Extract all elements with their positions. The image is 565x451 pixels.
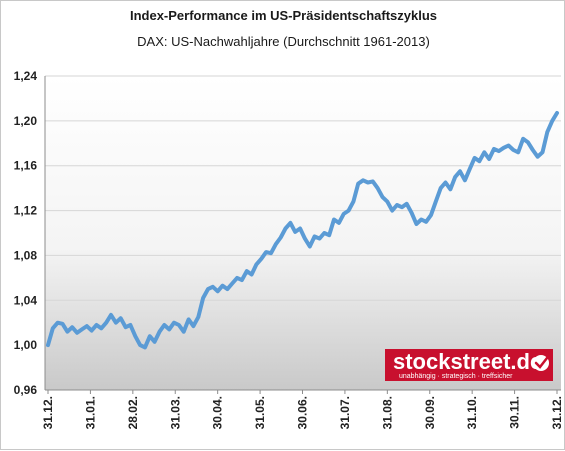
y-tick-label: 1,04 <box>14 293 38 307</box>
x-tick-label: 30.11. <box>508 396 522 429</box>
watermark-name: stockstreet.de <box>393 349 542 374</box>
x-tick-label: 31.12. <box>41 396 55 429</box>
x-tick-label: 30.09. <box>423 396 437 429</box>
y-tick-label: 1,16 <box>14 159 38 173</box>
y-tick-label: 1,24 <box>14 69 38 83</box>
x-tick-label: 31.08. <box>380 396 394 429</box>
watermark-box <box>385 349 553 381</box>
watermark-logo: stockstreet.de unabhängig · strategisch … <box>385 349 553 381</box>
x-tick-label: 30.06. <box>296 396 310 429</box>
x-tick-label: 31.12. <box>550 396 564 429</box>
y-tick-label: 1,00 <box>14 338 38 352</box>
x-tick-label: 30.04. <box>211 396 225 429</box>
x-tick-label: 28.02. <box>126 396 140 429</box>
series-line-1 <box>46 111 559 350</box>
chart-title: Index-Performance im US-Präsidentschafts… <box>129 8 438 23</box>
x-tick-label: 31.03. <box>168 396 182 429</box>
x-tick-label: 31.01. <box>83 396 97 429</box>
chart-subtitle: DAX: US-Nachwahljahre (Durchschnitt 1961… <box>137 34 430 49</box>
y-tick-label: 1,20 <box>14 114 38 128</box>
y-tick-label: 1,12 <box>14 204 38 218</box>
x-tick-label: 31.05. <box>253 396 267 429</box>
y-tick-label: 1,08 <box>14 248 38 262</box>
x-tick-label: 31.10. <box>465 396 479 429</box>
watermark-slogan: unabhängig · strategisch · treffsicher <box>399 373 513 380</box>
x-tick-label: 31.07. <box>338 396 352 429</box>
y-tick-label: 0,96 <box>14 383 38 397</box>
